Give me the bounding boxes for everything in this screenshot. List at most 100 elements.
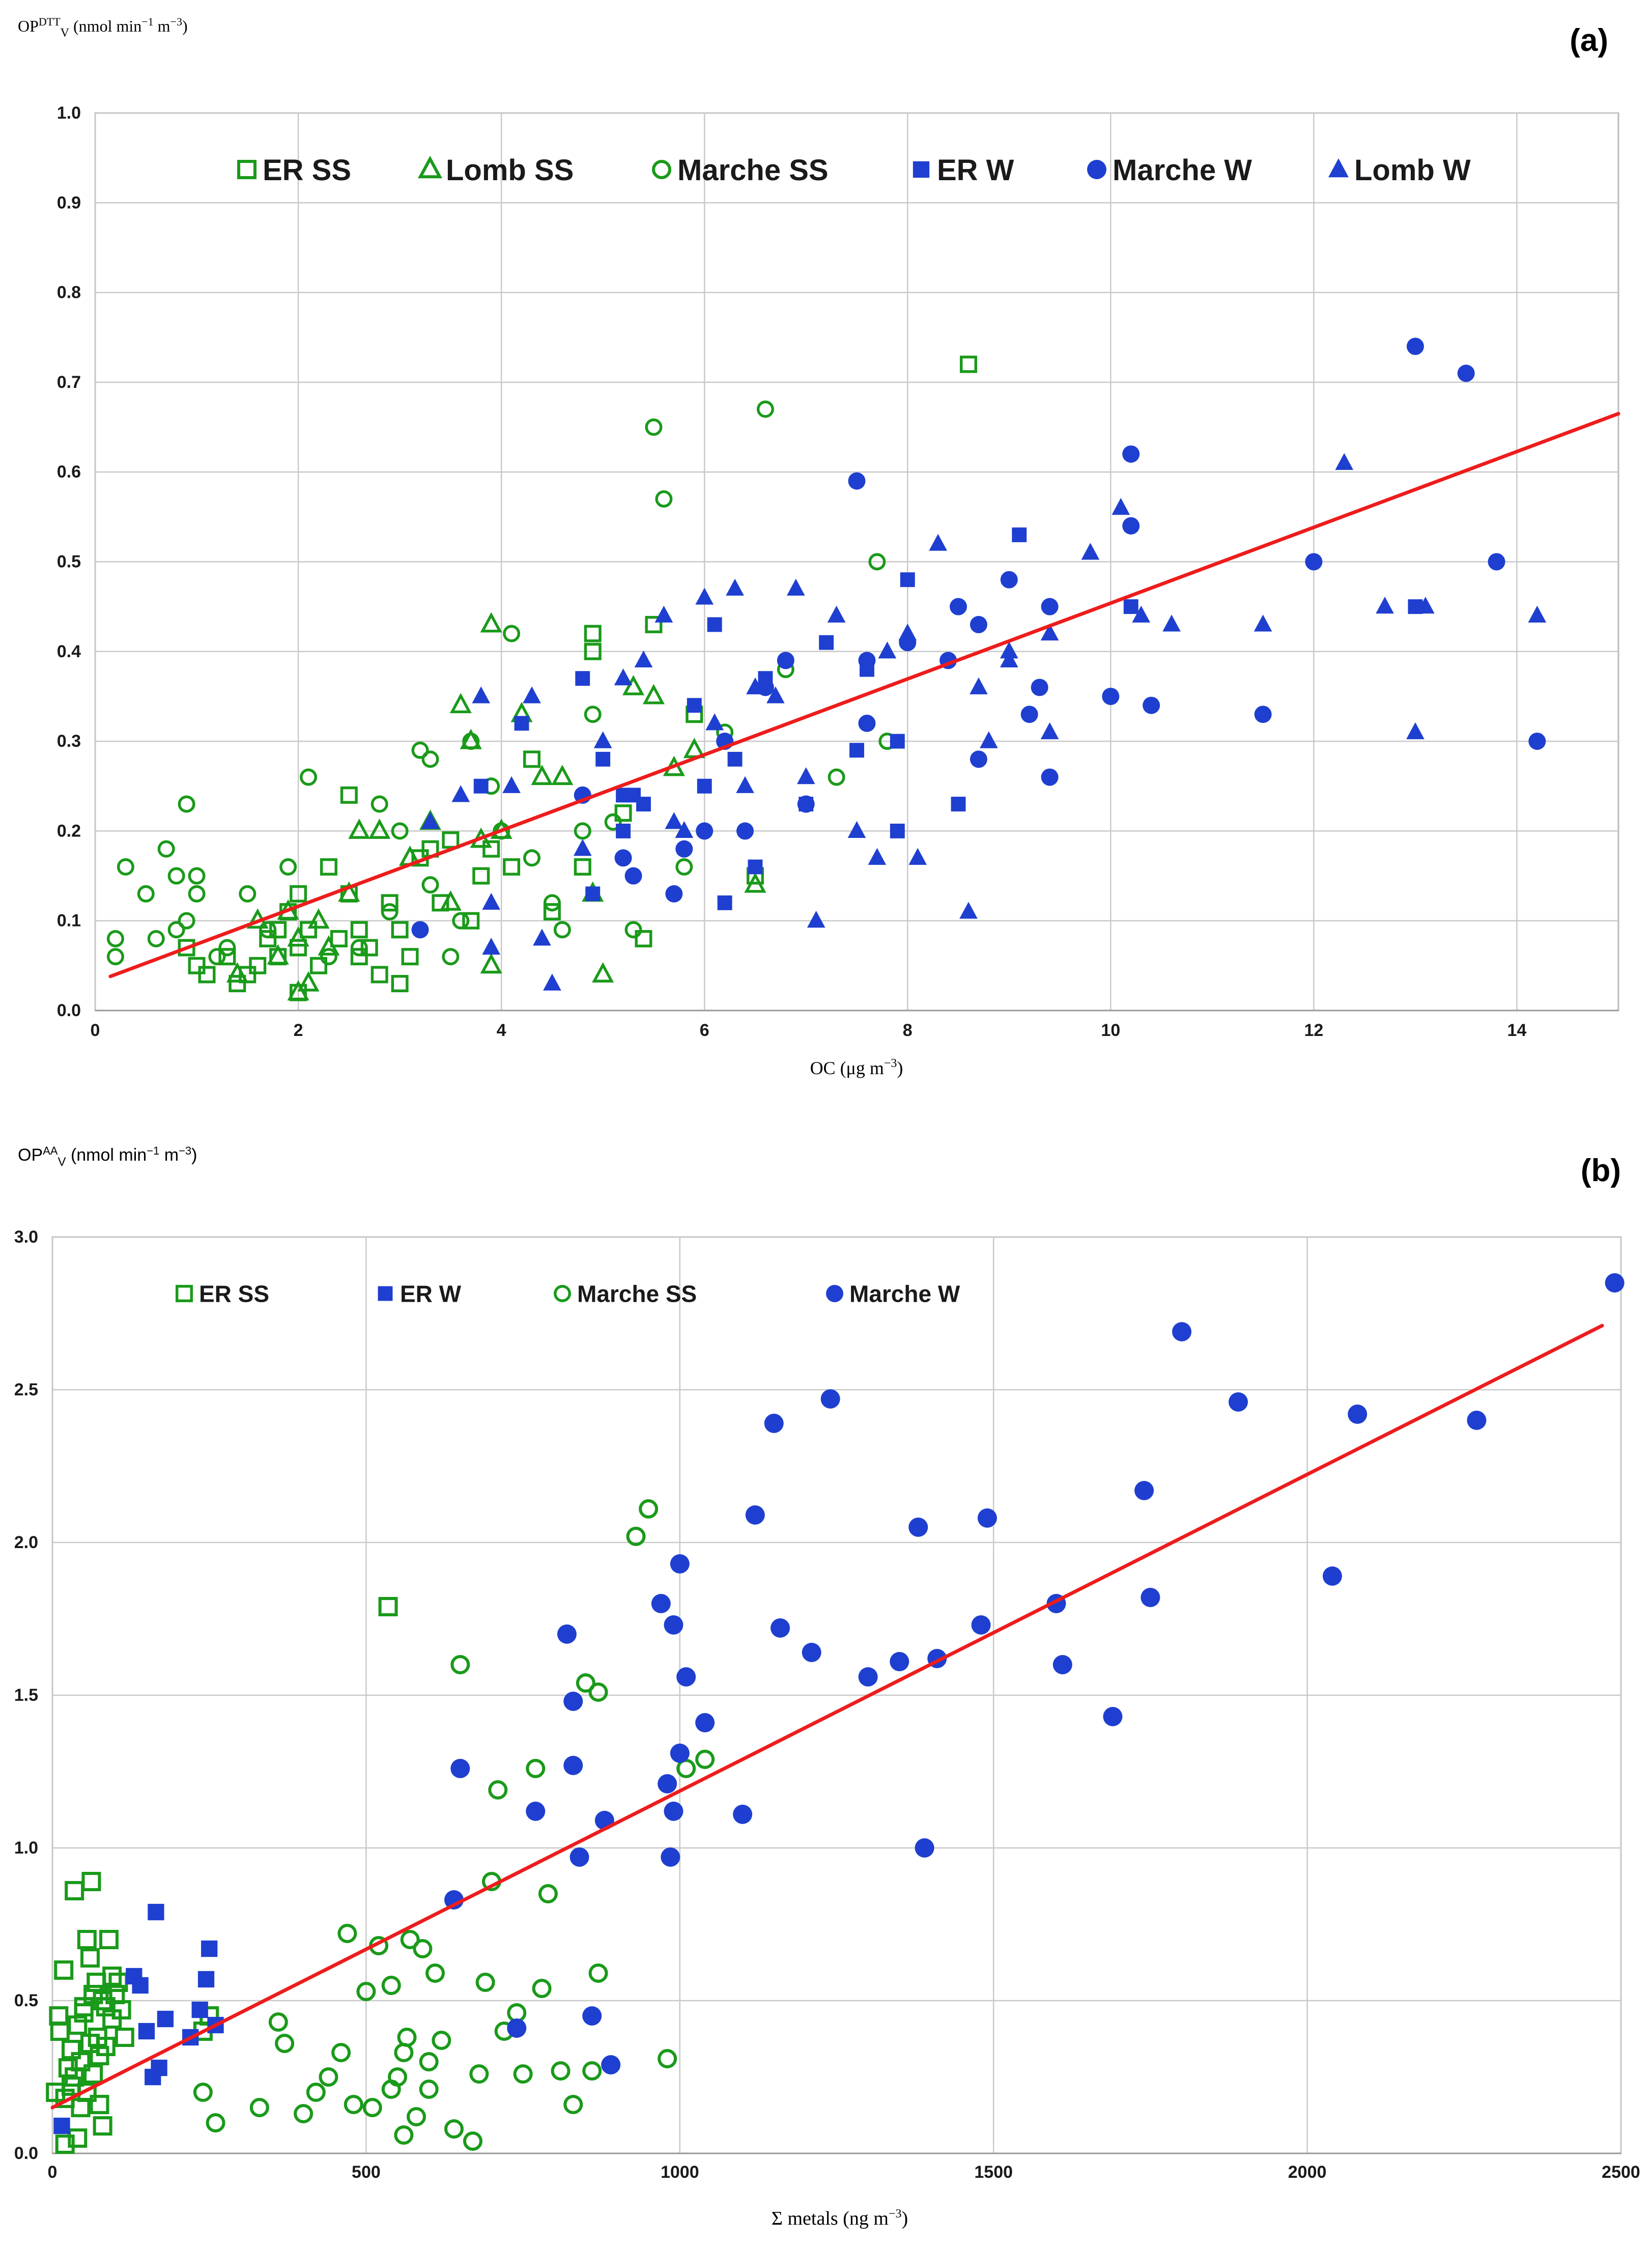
data-point-marche-ss bbox=[157, 840, 175, 858]
data-point-lomb-w bbox=[1040, 722, 1059, 740]
data-point-lomb-w bbox=[1132, 605, 1151, 623]
data-point-marche-ss bbox=[419, 2052, 439, 2072]
data-point-er-ss bbox=[574, 858, 591, 876]
data-point-er-w bbox=[1123, 599, 1138, 614]
data-point-marche-ss bbox=[294, 2104, 314, 2124]
regression-line bbox=[108, 412, 1620, 978]
data-point-marche-w bbox=[777, 652, 794, 669]
data-point-marche-w bbox=[771, 1618, 790, 1638]
legend-label-er-w: ER W bbox=[400, 1281, 462, 1307]
y-tick-label: 1.0 bbox=[57, 103, 81, 123]
data-point-marche-w bbox=[890, 1652, 909, 1671]
data-point-lomb-ss bbox=[551, 765, 574, 785]
data-point-marche-w bbox=[614, 849, 632, 867]
y-tick-label: 3.0 bbox=[14, 1227, 38, 1247]
data-point-er-ss bbox=[54, 1960, 74, 1980]
data-point-er-ss bbox=[300, 921, 318, 939]
data-point-er-w bbox=[126, 1968, 143, 1985]
data-point-er-ss bbox=[340, 786, 358, 804]
x-tick-label: 1000 bbox=[661, 2163, 699, 2182]
data-point-marche-ss bbox=[268, 2012, 288, 2032]
y-tick-label: 0.8 bbox=[57, 283, 81, 302]
data-point-marche-ss bbox=[756, 400, 774, 418]
data-point-lomb-ss bbox=[642, 684, 665, 705]
data-point-er-ss bbox=[360, 939, 378, 957]
data-point-marche-w bbox=[970, 615, 987, 633]
data-point-lomb-w bbox=[634, 650, 653, 668]
regression-line bbox=[50, 1324, 1604, 2110]
data-point-er-ss bbox=[543, 903, 561, 921]
data-point-marche-w bbox=[1141, 1588, 1160, 1607]
data-point-marche-ss bbox=[488, 1780, 508, 1800]
data-point-marche-w bbox=[915, 1838, 934, 1858]
legend-label-lomb-w: Lomb W bbox=[1354, 154, 1471, 187]
data-point-marche-w bbox=[1322, 1566, 1342, 1586]
data-point-marche-ss bbox=[513, 2064, 533, 2084]
legend-marker-lomb-w bbox=[1328, 158, 1349, 178]
data-point-marche-ss bbox=[275, 2034, 295, 2054]
legend-marker-marche-w bbox=[826, 1285, 843, 1302]
data-point-marche-ss bbox=[407, 2107, 426, 2127]
x-tick-label: 12 bbox=[1304, 1021, 1323, 1040]
data-point-er-w bbox=[717, 895, 732, 910]
data-point-lomb-w bbox=[980, 731, 998, 748]
data-point-marche-ss bbox=[394, 2125, 414, 2145]
data-point-marche-ss bbox=[452, 912, 470, 930]
data-point-marche-w bbox=[1103, 1707, 1123, 1726]
data-point-er-ss bbox=[80, 2034, 100, 2054]
data-point-marche-ss bbox=[475, 1973, 495, 1993]
data-point-marche-w bbox=[1041, 768, 1059, 786]
data-point-er-ss bbox=[309, 957, 327, 974]
data-point-marche-w bbox=[658, 1774, 677, 1793]
data-point-marche-ss bbox=[553, 921, 571, 939]
x-tick-label: 4 bbox=[497, 1021, 506, 1040]
data-point-lomb-w bbox=[1162, 614, 1181, 632]
data-point-er-ss bbox=[290, 939, 307, 957]
data-point-lomb-w bbox=[472, 686, 491, 704]
data-point-lomb-w bbox=[1254, 614, 1272, 632]
data-point-er-ss bbox=[330, 930, 348, 947]
data-point-er-ss bbox=[218, 948, 236, 966]
chart-a: (a) OPDTTV (nmol min−1 m−3) OC (μg m−3) … bbox=[18, 15, 1620, 1078]
data-point-marche-ss bbox=[117, 858, 134, 876]
data-point-marche-w bbox=[695, 1713, 715, 1732]
data-point-lomb-w bbox=[1528, 605, 1547, 623]
data-point-marche-ss bbox=[442, 948, 460, 966]
data-point-lomb-w bbox=[482, 892, 501, 910]
data-point-marche-w bbox=[557, 1624, 577, 1644]
data-point-er-ss bbox=[381, 894, 398, 912]
data-point-er-ss bbox=[523, 750, 540, 768]
data-point-er-ss bbox=[614, 804, 632, 822]
data-point-marche-w bbox=[661, 1847, 680, 1867]
data-point-lomb-ss bbox=[348, 818, 371, 839]
data-point-er-ss bbox=[229, 975, 246, 993]
data-point-lomb-ss bbox=[267, 944, 289, 965]
data-point-er-ss bbox=[77, 1930, 97, 1950]
data-point-marche-w bbox=[977, 1508, 997, 1528]
data-point-lomb-w bbox=[614, 668, 633, 686]
data-point-marche-w bbox=[601, 2055, 621, 2074]
data-point-marche-w bbox=[675, 840, 693, 858]
data-point-lomb-w bbox=[482, 938, 501, 955]
data-point-marche-ss bbox=[462, 733, 480, 750]
data-point-marche-ss bbox=[828, 768, 845, 786]
data-point-marche-w bbox=[1041, 598, 1059, 615]
data-point-marche-w bbox=[696, 822, 714, 840]
data-point-marche-ss bbox=[362, 2098, 382, 2118]
legend-label-er-ss: ER SS bbox=[199, 1281, 269, 1307]
data-point-marche-ss bbox=[695, 1750, 715, 1770]
data-point-marche-ss bbox=[188, 885, 206, 903]
data-point-er-ss bbox=[96, 1997, 116, 2017]
data-point-marche-ss bbox=[493, 822, 510, 840]
data-point-marche-ss bbox=[137, 885, 155, 903]
data-point-marche-w bbox=[1134, 1481, 1154, 1500]
data-point-er-ss bbox=[290, 885, 307, 903]
data-point-marche-ss bbox=[249, 2098, 269, 2118]
x-tick-label: 14 bbox=[1507, 1021, 1527, 1040]
data-point-er-w bbox=[514, 716, 529, 731]
data-point-marche-w bbox=[1457, 364, 1475, 382]
data-point-marche-ss bbox=[421, 876, 439, 894]
data-point-er-ss bbox=[93, 2116, 112, 2136]
data-point-lomb-w bbox=[523, 686, 541, 704]
data-point-marche-w bbox=[1528, 733, 1546, 750]
